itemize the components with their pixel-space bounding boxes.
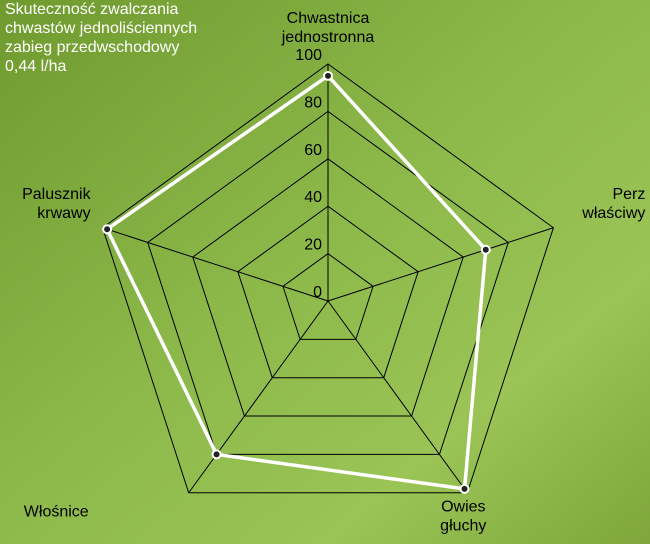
- tick-label: 20: [304, 237, 322, 254]
- spoke: [327, 227, 554, 302]
- spoke: [102, 227, 329, 302]
- category-label: Chwastnica jednostronna: [281, 10, 375, 46]
- grid-ring: [192, 158, 464, 417]
- tick-label: 80: [304, 94, 322, 111]
- spoke: [327, 300, 468, 494]
- point: [459, 483, 470, 494]
- title-line: Skuteczność zwalczania: [5, 1, 179, 18]
- grid-ring: [237, 205, 419, 379]
- title-line: chwastów jednoliściennych: [5, 20, 197, 37]
- point: [102, 224, 113, 235]
- grid-ring: [282, 252, 374, 340]
- grid-ring: [102, 63, 554, 494]
- category-label: Owies głuchy: [440, 499, 486, 535]
- point: [211, 449, 222, 460]
- spoke: [188, 300, 329, 494]
- title: Skuteczność zwalczania chwastów jednoliśc…: [5, 1, 197, 75]
- tick-label: 100: [295, 47, 322, 64]
- title-line: zabieg przedwschodowy: [5, 39, 179, 56]
- category-label: Palusznik krwawy: [22, 186, 91, 222]
- category-label: Perz właściwy: [581, 186, 645, 222]
- tick-label: 0: [313, 284, 322, 301]
- tick-label: 60: [304, 142, 322, 159]
- grid-ring: [147, 110, 509, 455]
- title-line: 0,44 l/ha: [5, 58, 66, 75]
- point: [480, 244, 491, 255]
- point: [323, 70, 333, 81]
- category-label: Włośnice: [24, 504, 89, 521]
- tick-label: 40: [304, 189, 322, 206]
- series-line: [104, 73, 488, 491]
